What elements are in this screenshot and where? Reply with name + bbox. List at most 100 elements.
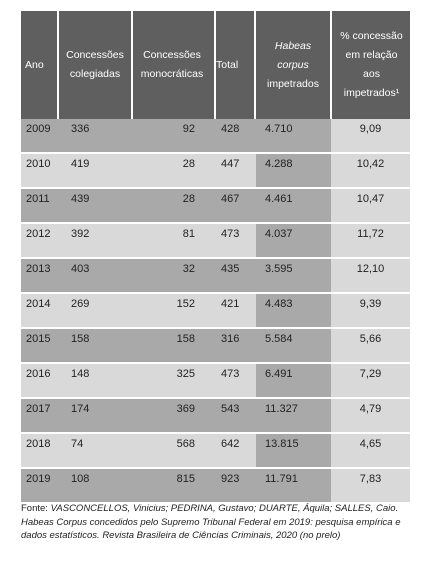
cell-total: 467 (221, 193, 240, 205)
row-band (331, 364, 410, 397)
cell-concessoes-colegiadas: 158 (71, 333, 90, 345)
table-row: 2018 74 568 642 13.815 4,65 (21, 434, 410, 469)
cell-total: 435 (221, 263, 240, 275)
table-body: 2009 336 92 428 4.710 9,09 2010 419 28 447 4.288 10… (21, 119, 410, 504)
cell-habeas-impetrados: 11.327 (265, 403, 298, 415)
cell-total: 473 (221, 228, 240, 240)
row-band (21, 399, 256, 432)
row-band (21, 189, 256, 222)
cell-percentual: 10,47 (356, 193, 385, 205)
row-band (21, 364, 256, 397)
cell-total: 428 (221, 123, 240, 135)
cell-habeas-impetrados: 11.791 (265, 473, 298, 485)
cell-percentual: 11,72 (357, 228, 384, 240)
cell-concessoes-monocraticas: 568 (176, 438, 195, 450)
cell-habeas-impetrados: 13.815 (265, 438, 299, 450)
row-band (331, 189, 410, 222)
cell-total: 473 (221, 368, 240, 380)
row-band (21, 434, 256, 467)
table-row: 2011 439 28 467 4.461 10,47 (21, 189, 410, 224)
cell-ano: 2014 (26, 298, 51, 310)
row-band (256, 259, 331, 292)
header-divider (214, 11, 216, 119)
row-band (331, 224, 410, 257)
cell-total: 923 (221, 473, 240, 485)
cell-concessoes-monocraticas: 28 (182, 193, 195, 205)
row-band (331, 399, 410, 432)
row-band (256, 189, 331, 222)
cell-percentual: 4,79 (359, 403, 382, 415)
cell-ano: 2015 (26, 333, 51, 345)
cell-percentual: 7,29 (359, 368, 382, 380)
cell-concessoes-colegiadas: 74 (71, 438, 84, 450)
cell-concessoes-colegiadas: 336 (71, 123, 90, 135)
row-band (256, 224, 331, 257)
table-row: 2009 336 92 428 4.710 9,09 (21, 119, 410, 154)
header-divider (131, 11, 133, 119)
cell-habeas-impetrados: 4.037 (265, 228, 293, 240)
cell-concessoes-monocraticas: 815 (176, 473, 195, 485)
table-row: 2015 158 158 316 5.584 5,66 (21, 329, 410, 364)
cell-ano: 2019 (26, 473, 51, 485)
source-footnote: Fonte: VASCONCELLOS, Vinicius; PEDRINA, … (21, 503, 401, 541)
cell-concessoes-monocraticas: 158 (176, 333, 195, 345)
cell-concessoes-monocraticas: 152 (176, 298, 195, 310)
cell-total: 421 (221, 298, 240, 310)
row-band (21, 329, 256, 362)
header-habeas-corpus-impetrados: Habeas corpus impetrados (267, 39, 319, 90)
cell-total: 316 (221, 333, 240, 345)
cell-habeas-impetrados: 4.461 (265, 193, 293, 205)
row-band (331, 119, 410, 152)
cell-ano: 2013 (26, 263, 51, 275)
table-row: 2019 108 815 923 11.791 7,83 (21, 469, 410, 504)
header-ano: Ano (25, 58, 44, 71)
header-total: Total (216, 58, 239, 71)
cell-concessoes-colegiadas: 174 (71, 403, 90, 415)
header-divider (57, 11, 59, 119)
row-band (331, 469, 410, 502)
row-band (256, 154, 331, 187)
cell-ano: 2009 (26, 123, 51, 135)
cell-concessoes-colegiadas: 269 (71, 298, 90, 310)
row-band (331, 154, 410, 187)
row-band (21, 119, 256, 152)
cell-ano: 2017 (26, 403, 51, 415)
cell-percentual: 4,65 (359, 438, 382, 450)
cell-percentual: 7,83 (359, 473, 382, 485)
cell-ano: 2012 (26, 228, 51, 240)
table-row: 2013 403 32 435 3.595 12,10 (21, 259, 410, 294)
table-row: 2016 148 325 473 6.491 7,29 (21, 364, 410, 399)
row-band (21, 469, 256, 502)
cell-habeas-impetrados: 3.595 (265, 263, 293, 275)
row-band (331, 434, 410, 467)
cell-total: 543 (221, 403, 240, 415)
cell-total: 642 (221, 438, 240, 450)
cell-habeas-impetrados: 6.491 (265, 368, 293, 380)
cell-concessoes-colegiadas: 392 (71, 228, 90, 240)
row-band (21, 224, 256, 257)
cell-habeas-impetrados: 4.288 (265, 158, 293, 170)
table-row: 2014 269 152 421 4.483 9,39 (21, 294, 410, 329)
row-band (21, 294, 256, 327)
cell-percentual: 5,66 (359, 333, 382, 345)
row-band (21, 154, 256, 187)
row-band (331, 329, 410, 362)
cell-ano: 2016 (26, 368, 51, 380)
row-band (331, 259, 410, 292)
header-concessoes-colegiadas: Concessões colegiadas (66, 49, 124, 80)
cell-habeas-impetrados: 5.584 (265, 333, 293, 345)
cell-concessoes-monocraticas: 81 (182, 228, 195, 240)
cell-concessoes-monocraticas: 92 (182, 123, 195, 135)
cell-ano: 2011 (26, 193, 50, 205)
cell-percentual: 12,10 (356, 263, 385, 275)
cell-concessoes-colegiadas: 403 (71, 263, 90, 275)
cell-concessoes-monocraticas: 369 (176, 403, 195, 415)
cell-concessoes-colegiadas: 148 (71, 368, 90, 380)
row-band (256, 329, 331, 362)
cell-concessoes-monocraticas: 28 (182, 158, 195, 170)
cell-ano: 2010 (26, 158, 51, 170)
header-concessoes-monocraticas: Concessões monocráticas (140, 49, 204, 80)
row-band (21, 259, 256, 292)
cell-habeas-impetrados: 4.483 (265, 298, 293, 310)
cell-habeas-impetrados: 4.710 (265, 123, 293, 135)
